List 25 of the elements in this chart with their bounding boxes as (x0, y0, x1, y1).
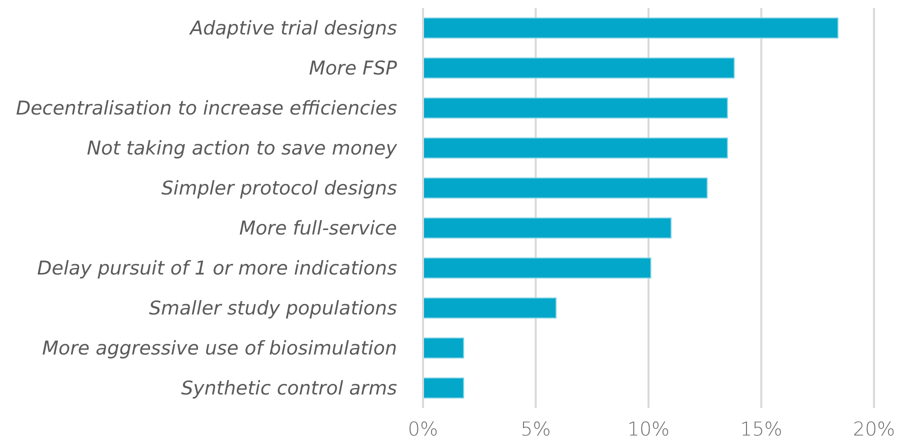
y-tick-label: Not taking action to save money (86, 138, 398, 160)
y-tick-label: Delay pursuit of 1 or more indications (37, 258, 398, 280)
bar (423, 378, 464, 398)
x-tick-label: 0% (408, 418, 438, 440)
bar (423, 218, 672, 238)
y-tick-label: Simpler protocol designs (161, 178, 398, 200)
x-tick-label: 15% (740, 418, 782, 440)
bar (423, 258, 652, 278)
y-tick-label: More full-service (239, 218, 397, 240)
bar (423, 338, 464, 358)
y-tick-label: More FSP (308, 58, 398, 80)
y-tick-label: More aggressive use of biosimulation (42, 338, 397, 360)
bar (423, 58, 735, 78)
bar (423, 18, 838, 38)
x-tick-label: 20% (852, 418, 896, 440)
x-tick-label: 5% (520, 418, 551, 440)
y-tick-label: Synthetic control arms (181, 378, 398, 400)
bar (423, 98, 728, 118)
y-tick-label: Smaller study populations (148, 298, 398, 320)
bar (423, 298, 557, 318)
bar (423, 138, 728, 158)
bar (423, 178, 708, 198)
x-tick-label: 10% (627, 418, 670, 440)
y-tick-label: Decentralisation to increase efficiencies (16, 98, 398, 120)
y-tick-label: Adaptive trial designs (188, 18, 398, 40)
